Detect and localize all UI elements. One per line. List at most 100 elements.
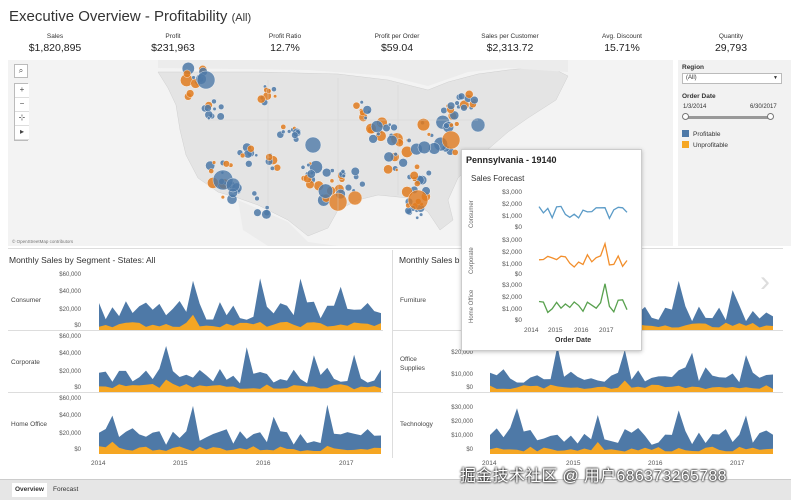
segment-area-charts[interactable] (99, 278, 381, 454)
city-bubble[interactable] (251, 190, 258, 197)
city-bubble[interactable] (254, 153, 259, 158)
city-bubble[interactable] (464, 90, 474, 99)
city-bubble[interactable] (257, 94, 266, 104)
city-bubble[interactable] (417, 140, 431, 154)
city-bubble[interactable] (253, 208, 262, 217)
city-bubble[interactable] (245, 160, 253, 168)
city-bubble[interactable] (454, 100, 460, 106)
city-bubble[interactable] (460, 104, 468, 112)
city-bubble[interactable] (220, 195, 225, 200)
city-bubble[interactable] (330, 168, 335, 173)
pin-button[interactable]: ⊹ (15, 112, 29, 126)
city-bubble[interactable] (409, 171, 419, 180)
slider-end-handle[interactable] (767, 113, 774, 120)
city-bubble[interactable] (470, 95, 479, 105)
city-bubble[interactable] (191, 75, 196, 80)
city-bubble[interactable] (363, 115, 368, 120)
city-bubble[interactable] (407, 189, 429, 211)
sales-area[interactable] (490, 408, 773, 454)
city-bubble[interactable] (271, 86, 277, 92)
city-bubble[interactable] (216, 112, 225, 121)
legend-unprofitable[interactable]: Unprofitable (682, 141, 728, 149)
city-bubble[interactable] (425, 170, 432, 177)
city-bubble[interactable] (207, 116, 211, 120)
city-bubble[interactable] (352, 101, 361, 110)
city-bubble[interactable] (211, 160, 217, 165)
city-bubble[interactable] (300, 165, 306, 170)
unprofitable-area[interactable] (99, 379, 381, 392)
city-bubble[interactable] (269, 165, 275, 171)
city-bubble[interactable] (261, 209, 272, 220)
zoom-in-button[interactable]: + (15, 84, 29, 98)
city-bubble[interactable] (306, 169, 316, 179)
sales-area[interactable] (99, 346, 381, 392)
city-bubble[interactable] (416, 118, 430, 132)
city-bubble[interactable] (344, 184, 353, 192)
city-bubble[interactable] (341, 173, 346, 178)
city-bubble[interactable] (218, 103, 225, 110)
city-bubble[interactable] (183, 69, 192, 78)
city-bubble[interactable] (470, 117, 486, 133)
city-bubble[interactable] (212, 106, 217, 111)
city-bubble[interactable] (398, 158, 408, 168)
city-bubble[interactable] (287, 129, 292, 134)
city-bubble[interactable] (304, 136, 322, 154)
city-bubble[interactable] (415, 215, 420, 220)
city-bubble[interactable] (239, 152, 246, 159)
city-bubble[interactable] (196, 70, 216, 90)
map-attribution[interactable]: © OpenStreetMap contributors (12, 239, 74, 244)
city-bubble[interactable] (280, 124, 287, 130)
city-bubble[interactable] (318, 183, 334, 199)
chevron-right-icon[interactable]: › (760, 265, 770, 298)
slider-start-handle[interactable] (682, 113, 689, 120)
unprofitable-area[interactable] (490, 380, 773, 393)
sales-area[interactable] (99, 404, 381, 454)
city-bubbles[interactable] (180, 62, 486, 220)
city-bubble[interactable] (359, 100, 364, 105)
city-bubble[interactable] (414, 163, 420, 170)
map-search-button[interactable]: ⌕ (14, 64, 28, 78)
city-bubble[interactable] (291, 131, 299, 139)
city-bubble[interactable] (447, 101, 456, 110)
city-bubble[interactable] (204, 104, 212, 112)
city-bubble[interactable] (208, 168, 214, 174)
date-range-slider[interactable] (682, 113, 774, 120)
unprofitable-area[interactable] (490, 442, 773, 454)
city-bubble[interactable] (273, 94, 278, 99)
city-bubble[interactable] (329, 178, 335, 184)
city-bubble[interactable] (386, 134, 398, 146)
city-bubble[interactable] (265, 153, 273, 161)
city-bubble[interactable] (350, 167, 360, 176)
legend-profitable[interactable]: Profitable (682, 130, 720, 138)
city-bubble[interactable] (265, 88, 272, 94)
city-bubble[interactable] (390, 123, 398, 132)
city-bubble[interactable] (376, 131, 381, 137)
city-bubble[interactable] (368, 134, 378, 144)
map-menu-button[interactable]: ▸ (15, 126, 29, 140)
city-bubble[interactable] (426, 132, 432, 137)
city-bubble[interactable] (359, 180, 366, 188)
tab-overview[interactable]: Overview (12, 483, 47, 497)
sales-area[interactable] (490, 346, 773, 392)
city-bubble[interactable] (406, 138, 412, 143)
city-bubble[interactable] (448, 122, 454, 128)
city-bubble[interactable] (247, 145, 255, 153)
city-bubble[interactable] (340, 169, 346, 174)
city-bubble[interactable] (419, 212, 424, 217)
region-select[interactable]: (All) ▼ (682, 73, 782, 84)
zoom-out-button[interactable]: − (15, 98, 29, 112)
city-bubble[interactable] (225, 177, 241, 193)
city-bubble[interactable] (222, 160, 230, 168)
city-bubble[interactable] (395, 168, 399, 172)
map-canvas[interactable] (8, 60, 673, 246)
city-bubble[interactable] (383, 151, 395, 163)
city-bubble[interactable] (347, 190, 363, 206)
unprofitable-area[interactable] (99, 441, 381, 454)
city-bubble[interactable] (387, 122, 392, 127)
city-bubble[interactable] (306, 163, 311, 168)
city-bubble[interactable] (211, 98, 217, 105)
city-bubble[interactable] (457, 92, 466, 100)
city-bubble[interactable] (322, 168, 332, 178)
city-bubble[interactable] (414, 180, 421, 187)
city-bubble[interactable] (393, 152, 398, 157)
